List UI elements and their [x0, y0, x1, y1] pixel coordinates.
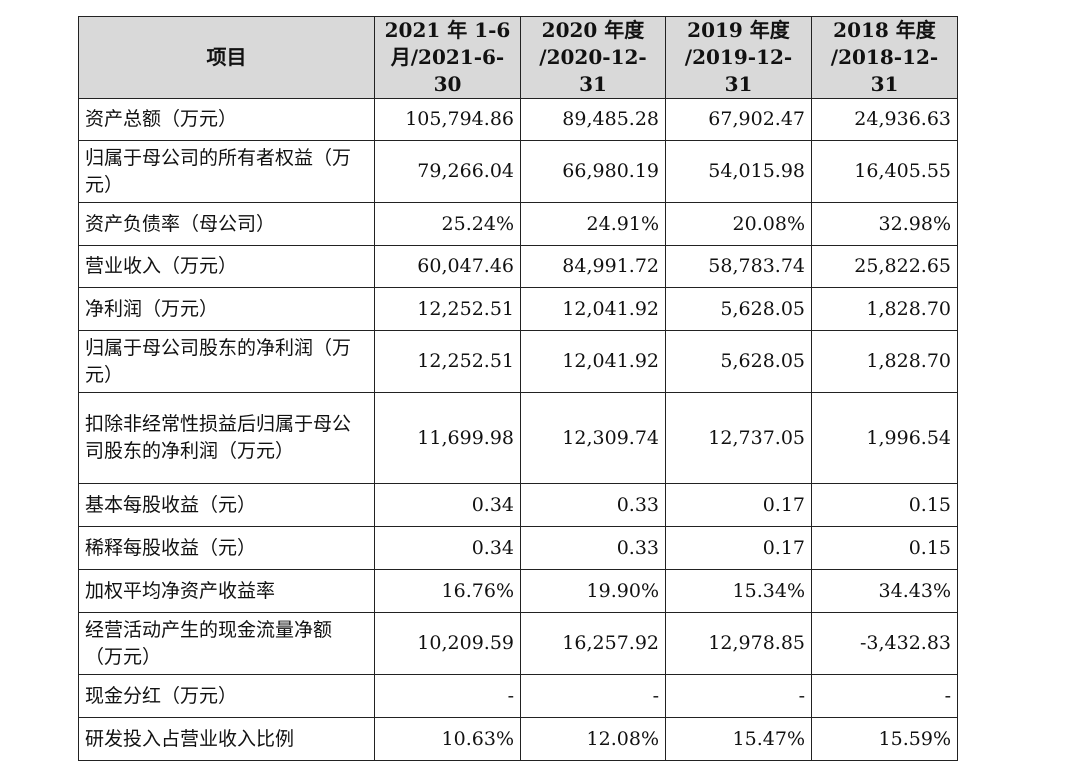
row-label: 归属于母公司的所有者权益（万元）	[78, 140, 375, 203]
row-label: 加权平均净资产收益率	[78, 569, 375, 613]
cell-value: 84,991.72	[520, 245, 666, 288]
cell-value: -	[811, 674, 958, 718]
cell-value: 12,041.92	[520, 330, 666, 393]
cell-value: 16,257.92	[520, 612, 666, 675]
cell-value: 0.17	[665, 483, 812, 527]
row-label: 基本每股收益（元）	[78, 483, 375, 527]
cell-value: 12.08%	[520, 717, 666, 761]
cell-value: 15.47%	[665, 717, 812, 761]
cell-value: 10.63%	[374, 717, 521, 761]
cell-value: 24.91%	[520, 202, 666, 246]
cell-value: 79,266.04	[374, 140, 521, 203]
cell-value: 1,828.70	[811, 287, 958, 331]
table-row: 稀释每股收益（元） 0.34 0.33 0.17 0.15	[78, 526, 958, 570]
cell-value: 58,783.74	[665, 245, 812, 288]
cell-value: 89,485.28	[520, 98, 666, 141]
cell-value: 10,209.59	[374, 612, 521, 675]
header-period-line2: 月/2021-6-30	[390, 45, 505, 96]
cell-value: -	[665, 674, 812, 718]
cell-value: 0.34	[374, 483, 521, 527]
cell-value: 32.98%	[811, 202, 958, 246]
cell-value: 16.76%	[374, 569, 521, 613]
cell-value: 67,902.47	[665, 98, 812, 141]
cell-value: 12,978.85	[665, 612, 812, 675]
row-label: 稀释每股收益（元）	[78, 526, 375, 570]
table-row: 资产总额（万元） 105,794.86 89,485.28 67,902.47 …	[78, 98, 958, 141]
cell-value: -	[520, 674, 666, 718]
table-row: 扣除非经常性损益后归属于母公司股东的净利润（万元） 11,699.98 12,3…	[78, 392, 958, 484]
cell-value: 1,996.54	[811, 392, 958, 484]
header-period-line2: /2018-12-31	[830, 45, 939, 96]
row-label: 净利润（万元）	[78, 287, 375, 331]
row-label: 经营活动产生的现金流量净额（万元）	[78, 612, 375, 675]
cell-value: 60,047.46	[374, 245, 521, 288]
header-period-line1: 2020 年度	[541, 18, 645, 42]
header-period-2019: 2019 年度 /2019-12-31	[665, 16, 812, 99]
cell-value: 54,015.98	[665, 140, 812, 203]
table-row: 归属于母公司股东的净利润（万元） 12,252.51 12,041.92 5,6…	[78, 330, 958, 393]
cell-value: 19.90%	[520, 569, 666, 613]
cell-value: 0.15	[811, 483, 958, 527]
cell-value: 66,980.19	[520, 140, 666, 203]
cell-value: 15.34%	[665, 569, 812, 613]
cell-value: 25.24%	[374, 202, 521, 246]
cell-value: 12,737.05	[665, 392, 812, 484]
row-label: 资产负债率（母公司）	[78, 202, 375, 246]
row-label: 研发投入占营业收入比例	[78, 717, 375, 761]
cell-value: 12,309.74	[520, 392, 666, 484]
table-row: 资产负债率（母公司） 25.24% 24.91% 20.08% 32.98%	[78, 202, 958, 246]
cell-value: 11,699.98	[374, 392, 521, 484]
cell-value: 25,822.65	[811, 245, 958, 288]
table-row: 营业收入（万元） 60,047.46 84,991.72 58,783.74 2…	[78, 245, 958, 288]
cell-value: 0.33	[520, 526, 666, 570]
header-row: 项目 2021 年 1-6 月/2021-6-30 2020 年度 /2020-…	[78, 16, 958, 99]
table-row: 净利润（万元） 12,252.51 12,041.92 5,628.05 1,8…	[78, 287, 958, 331]
table-row: 归属于母公司的所有者权益（万元） 79,266.04 66,980.19 54,…	[78, 140, 958, 203]
row-label: 归属于母公司股东的净利润（万元）	[78, 330, 375, 393]
cell-value: -	[374, 674, 521, 718]
header-item: 项目	[78, 16, 375, 99]
cell-value: 24,936.63	[811, 98, 958, 141]
header-period-2020: 2020 年度 /2020-12-31	[520, 16, 666, 99]
cell-value: 15.59%	[811, 717, 958, 761]
cell-value: 1,828.70	[811, 330, 958, 393]
cell-value: 34.43%	[811, 569, 958, 613]
row-label: 资产总额（万元）	[78, 98, 375, 141]
header-period-line2: /2019-12-31	[684, 45, 793, 96]
cell-value: 12,252.51	[374, 287, 521, 331]
row-label: 扣除非经常性损益后归属于母公司股东的净利润（万元）	[78, 392, 375, 484]
cell-value: 105,794.86	[374, 98, 521, 141]
cell-value: 12,252.51	[374, 330, 521, 393]
cell-value: 0.33	[520, 483, 666, 527]
cell-value: 0.34	[374, 526, 521, 570]
cell-value: 5,628.05	[665, 330, 812, 393]
table-row: 基本每股收益（元） 0.34 0.33 0.17 0.15	[78, 483, 958, 527]
table-row: 加权平均净资产收益率 16.76% 19.90% 15.34% 34.43%	[78, 569, 958, 613]
cell-value: -3,432.83	[811, 612, 958, 675]
header-period-line1: 2021 年 1-6	[384, 18, 511, 42]
header-period-2021h1: 2021 年 1-6 月/2021-6-30	[374, 16, 521, 99]
table-row: 经营活动产生的现金流量净额（万元） 10,209.59 16,257.92 12…	[78, 612, 958, 675]
cell-value: 20.08%	[665, 202, 812, 246]
cell-value: 12,041.92	[520, 287, 666, 331]
header-period-line1: 2019 年度	[687, 18, 790, 42]
header-period-2018: 2018 年度 /2018-12-31	[811, 16, 958, 99]
financial-table: 项目 2021 年 1-6 月/2021-6-30 2020 年度 /2020-…	[78, 16, 958, 761]
row-label: 现金分红（万元）	[78, 674, 375, 718]
cell-value: 5,628.05	[665, 287, 812, 331]
header-period-line1: 2018 年度	[833, 18, 936, 42]
cell-value: 16,405.55	[811, 140, 958, 203]
cell-value: 0.17	[665, 526, 812, 570]
cell-value: 0.15	[811, 526, 958, 570]
table-row: 研发投入占营业收入比例 10.63% 12.08% 15.47% 15.59%	[78, 717, 958, 761]
table-row: 现金分红（万元） - - - -	[78, 674, 958, 718]
header-period-line2: /2020-12-31	[539, 45, 647, 96]
row-label: 营业收入（万元）	[78, 245, 375, 288]
